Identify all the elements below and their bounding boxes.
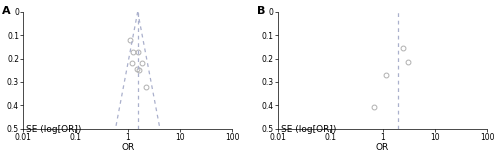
X-axis label: OR: OR xyxy=(121,143,134,152)
X-axis label: OR: OR xyxy=(376,143,389,152)
Text: A: A xyxy=(2,6,11,16)
Text: SE (log[OR]): SE (log[OR]) xyxy=(26,125,82,134)
Text: B: B xyxy=(257,6,266,16)
Text: SE (log[OR]): SE (log[OR]) xyxy=(281,125,336,134)
